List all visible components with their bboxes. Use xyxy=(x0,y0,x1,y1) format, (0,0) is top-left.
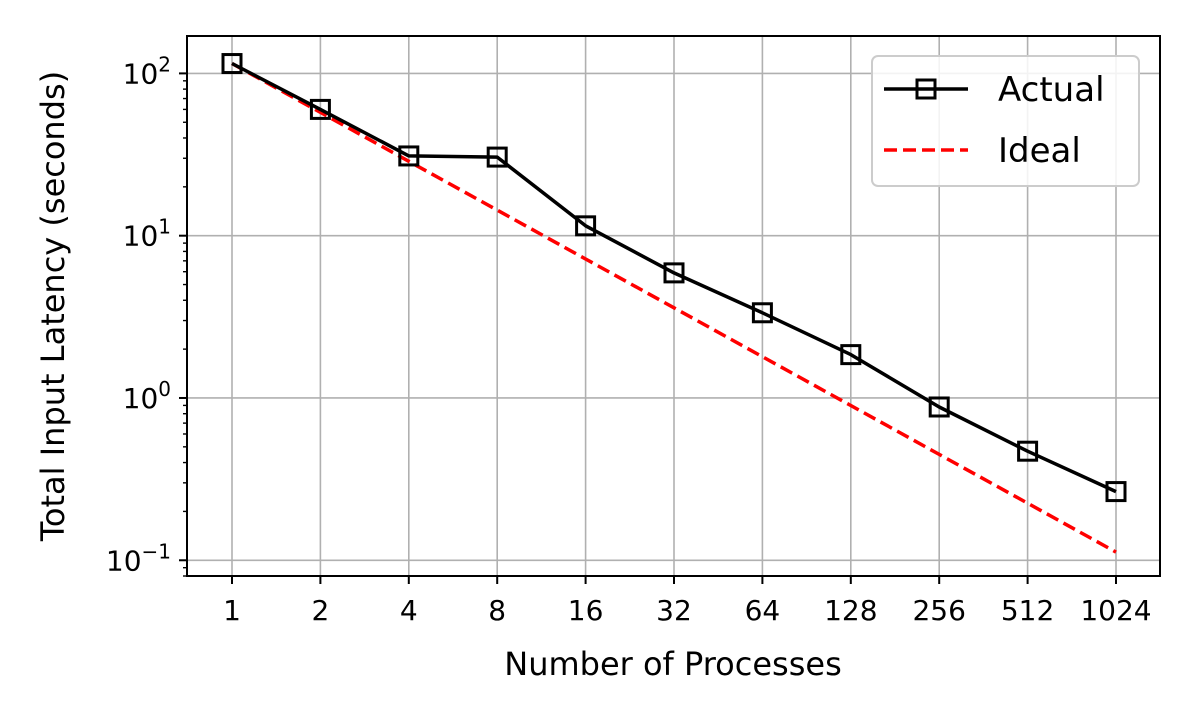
x-tick-label: 512 xyxy=(1001,594,1054,627)
data-point-actual xyxy=(221,53,243,75)
series-line-ideal xyxy=(231,61,1117,554)
x-tick-label: 8 xyxy=(488,594,506,627)
legend-label-ideal: Ideal xyxy=(998,131,1081,171)
y-axis-label: Total Input Latency (seconds) xyxy=(34,71,72,542)
x-tick-label: 128 xyxy=(824,594,877,627)
data-point-actual xyxy=(928,396,950,418)
data-point-actual xyxy=(398,145,420,167)
x-tick-label: 4 xyxy=(400,594,418,627)
data-point-actual xyxy=(486,146,508,168)
x-tick-label: 32 xyxy=(656,594,692,627)
x-tick-label: 16 xyxy=(568,594,604,627)
series-ideal xyxy=(231,61,1117,554)
x-tick-label: 1 xyxy=(223,594,241,627)
data-point-actual xyxy=(575,215,597,237)
data-point-actual xyxy=(751,302,773,324)
y-tick-label: 101 xyxy=(123,215,171,253)
data-point-actual xyxy=(663,262,685,284)
x-tick-label: 2 xyxy=(311,594,329,627)
legend-label-actual: Actual xyxy=(998,70,1105,110)
data-point-actual xyxy=(309,98,331,120)
data-point-actual xyxy=(1105,481,1127,503)
x-tick-label: 64 xyxy=(745,594,781,627)
x-tick-label: 256 xyxy=(912,594,965,627)
series-actual xyxy=(221,53,1127,503)
axis-ticks: 1 2 4 8 16 32 64 128 256 512 1024 10−1 100 101 102 xyxy=(106,52,1152,627)
y-tick-label: 100 xyxy=(123,377,171,415)
legend: Actual Ideal xyxy=(871,55,1140,187)
y-tick-label: 10−1 xyxy=(106,539,171,577)
series-line-actual xyxy=(231,61,1117,494)
x-tick-label: 1024 xyxy=(1080,594,1151,627)
y-tick-label: 102 xyxy=(123,52,171,90)
x-axis-label: Number of Processes xyxy=(504,645,841,683)
data-point-actual xyxy=(1017,440,1039,462)
legend-marker-actual xyxy=(915,78,937,100)
data-point-actual xyxy=(840,344,862,366)
